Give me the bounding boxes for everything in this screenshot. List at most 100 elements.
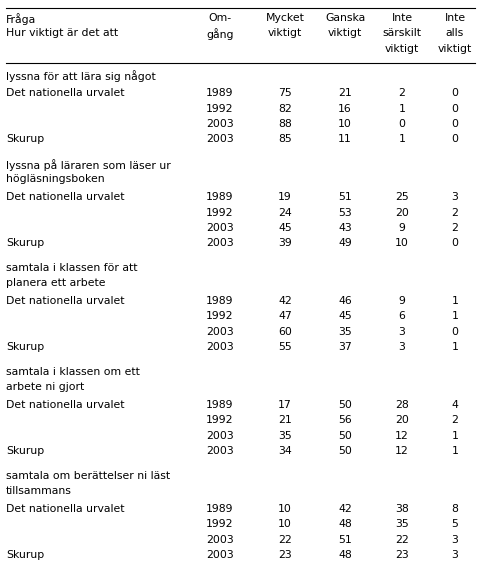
- Text: lyssna för att lära sig något: lyssna för att lära sig något: [6, 71, 156, 82]
- Text: 4: 4: [451, 400, 457, 410]
- Text: 1989: 1989: [206, 192, 233, 202]
- Text: 46: 46: [337, 296, 351, 306]
- Text: alls: alls: [445, 28, 463, 38]
- Text: högläsningsboken: högläsningsboken: [6, 175, 105, 185]
- Text: 1989: 1989: [206, 504, 233, 514]
- Text: 2: 2: [451, 415, 457, 425]
- Text: 21: 21: [277, 415, 291, 425]
- Text: Skurup: Skurup: [6, 446, 44, 457]
- Text: 1992: 1992: [206, 311, 233, 321]
- Text: viktigt: viktigt: [267, 28, 301, 38]
- Text: 23: 23: [277, 550, 291, 560]
- Text: 9: 9: [398, 223, 405, 233]
- Text: 42: 42: [337, 504, 351, 514]
- Text: Det nationella urvalet: Det nationella urvalet: [6, 88, 124, 98]
- Text: 75: 75: [277, 88, 291, 98]
- Text: Det nationella urvalet: Det nationella urvalet: [6, 296, 124, 306]
- Text: 3: 3: [398, 342, 405, 353]
- Text: Hur viktigt är det att: Hur viktigt är det att: [6, 28, 118, 38]
- Text: samtala i klassen för att: samtala i klassen för att: [6, 263, 137, 273]
- Text: 2003: 2003: [206, 446, 233, 457]
- Text: 1992: 1992: [206, 207, 233, 218]
- Text: Skurup: Skurup: [6, 342, 44, 353]
- Text: 24: 24: [277, 207, 291, 218]
- Text: 82: 82: [277, 103, 291, 114]
- Text: 9: 9: [398, 296, 405, 306]
- Text: 1: 1: [398, 134, 405, 145]
- Text: viktigt: viktigt: [437, 44, 471, 54]
- Text: 34: 34: [277, 446, 291, 457]
- Text: 48: 48: [337, 550, 351, 560]
- Text: Det nationella urvalet: Det nationella urvalet: [6, 504, 124, 514]
- Text: 10: 10: [337, 119, 351, 129]
- Text: Inte: Inte: [444, 13, 465, 23]
- Text: 2003: 2003: [206, 327, 233, 337]
- Text: 2: 2: [451, 223, 457, 233]
- Text: 0: 0: [451, 119, 457, 129]
- Text: gång: gång: [206, 28, 233, 41]
- Text: samtala om berättelser ni läst: samtala om berättelser ni läst: [6, 471, 170, 481]
- Text: 2: 2: [451, 207, 457, 218]
- Text: viktigt: viktigt: [327, 28, 361, 38]
- Text: Fråga: Fråga: [6, 13, 36, 25]
- Text: 17: 17: [277, 400, 291, 410]
- Text: Ganska: Ganska: [324, 13, 364, 23]
- Text: 35: 35: [394, 519, 408, 529]
- Text: 47: 47: [277, 311, 291, 321]
- Text: 19: 19: [277, 192, 291, 202]
- Text: särskilt: särskilt: [382, 28, 420, 38]
- Text: arbete ni gjort: arbete ni gjort: [6, 383, 84, 393]
- Text: 38: 38: [394, 504, 408, 514]
- Text: 12: 12: [394, 446, 408, 457]
- Text: 1992: 1992: [206, 103, 233, 114]
- Text: 3: 3: [451, 550, 457, 560]
- Text: 1992: 1992: [206, 415, 233, 425]
- Text: Det nationella urvalet: Det nationella urvalet: [6, 400, 124, 410]
- Text: 49: 49: [337, 238, 351, 249]
- Text: lyssna på läraren som läser ur: lyssna på läraren som läser ur: [6, 159, 170, 171]
- Text: 1992: 1992: [206, 519, 233, 529]
- Text: 1: 1: [451, 342, 457, 353]
- Text: 0: 0: [451, 238, 457, 249]
- Text: 50: 50: [337, 431, 351, 441]
- Text: 37: 37: [337, 342, 351, 353]
- Text: 48: 48: [337, 519, 351, 529]
- Text: 1989: 1989: [206, 88, 233, 98]
- Text: 11: 11: [337, 134, 351, 145]
- Text: 45: 45: [337, 311, 351, 321]
- Text: 22: 22: [277, 535, 291, 545]
- Text: 21: 21: [337, 88, 351, 98]
- Text: tillsammans: tillsammans: [6, 486, 72, 497]
- Text: 5: 5: [451, 519, 457, 529]
- Text: 28: 28: [394, 400, 408, 410]
- Text: Skurup: Skurup: [6, 238, 44, 249]
- Text: 2: 2: [398, 88, 405, 98]
- Text: 0: 0: [451, 134, 457, 145]
- Text: 20: 20: [394, 415, 408, 425]
- Text: 1: 1: [398, 103, 405, 114]
- Text: 2003: 2003: [206, 431, 233, 441]
- Text: planera ett arbete: planera ett arbete: [6, 279, 105, 289]
- Text: 2003: 2003: [206, 342, 233, 353]
- Text: 2003: 2003: [206, 223, 233, 233]
- Text: 10: 10: [394, 238, 408, 249]
- Text: Mycket: Mycket: [265, 13, 304, 23]
- Text: 1: 1: [451, 296, 457, 306]
- Text: 42: 42: [277, 296, 291, 306]
- Text: 25: 25: [394, 192, 408, 202]
- Text: 1: 1: [451, 311, 457, 321]
- Text: 45: 45: [277, 223, 291, 233]
- Text: 88: 88: [277, 119, 291, 129]
- Text: 50: 50: [337, 400, 351, 410]
- Text: Skurup: Skurup: [6, 550, 44, 560]
- Text: 56: 56: [337, 415, 351, 425]
- Text: 35: 35: [277, 431, 291, 441]
- Text: 12: 12: [394, 431, 408, 441]
- Text: 3: 3: [451, 535, 457, 545]
- Text: 10: 10: [277, 504, 291, 514]
- Text: 55: 55: [277, 342, 291, 353]
- Text: 0: 0: [397, 119, 405, 129]
- Text: 51: 51: [337, 535, 351, 545]
- Text: 20: 20: [394, 207, 408, 218]
- Text: 10: 10: [277, 519, 291, 529]
